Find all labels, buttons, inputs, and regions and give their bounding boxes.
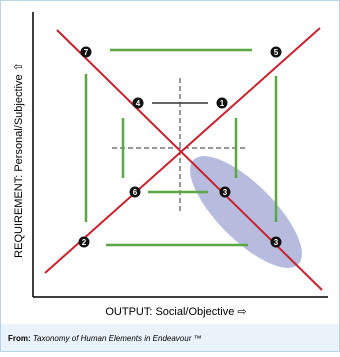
node: 5 <box>270 46 282 58</box>
node-circle <box>270 46 282 58</box>
node-circle <box>219 186 231 198</box>
node: 6 <box>129 186 141 198</box>
y-axis-label: REQUIREMENT: Personal/Subjective ⇧ <box>13 62 25 258</box>
node: 1 <box>216 97 228 109</box>
node-label: 4 <box>136 99 141 108</box>
node-circle <box>132 97 144 109</box>
node-circle <box>129 186 141 198</box>
node-label: 5 <box>274 48 279 57</box>
node: 3 <box>219 186 231 198</box>
node: 3 <box>270 236 282 248</box>
node-label: 2 <box>82 238 87 247</box>
node-label: 3 <box>223 188 228 197</box>
node-label: 7 <box>84 48 89 57</box>
footer-band <box>1 324 339 351</box>
footer-source: Taxonomy of Human Elements in Endeavour … <box>33 334 202 343</box>
node: 2 <box>78 236 90 248</box>
node-circle <box>216 97 228 109</box>
node: 4 <box>132 97 144 109</box>
node: 7 <box>80 46 92 58</box>
footer-prefix: From: <box>8 334 31 343</box>
footer: From: Taxonomy of Human Elements in Ende… <box>8 334 202 343</box>
nodes: 7 5 4 1 6 3 2 3 <box>78 46 282 248</box>
node-circle <box>80 46 92 58</box>
node-circle <box>78 236 90 248</box>
node-label: 3 <box>274 238 279 247</box>
node-label: 1 <box>220 99 225 108</box>
node-circle <box>270 236 282 248</box>
x-axis-label: OUTPUT: Social/Objective ⇨ <box>105 306 246 318</box>
green-lines <box>84 48 278 247</box>
node-label: 6 <box>133 188 138 197</box>
